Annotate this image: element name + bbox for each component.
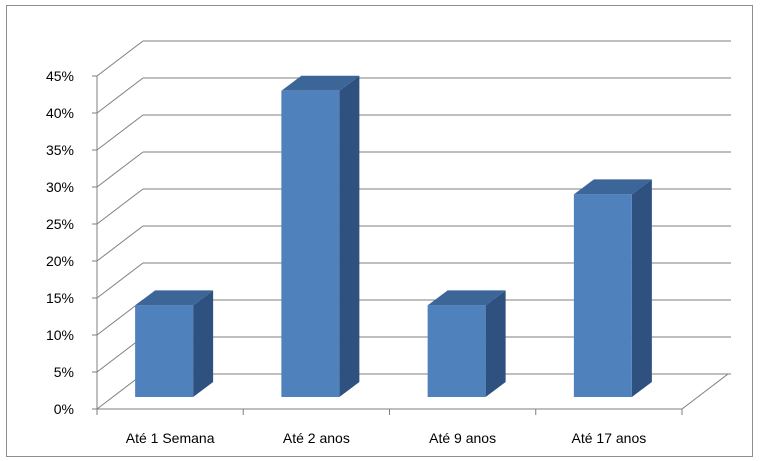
y-tick-label: 25% (46, 216, 74, 232)
bar-side (339, 75, 360, 398)
gridline-diagonal (96, 262, 144, 299)
y-tick-label: 5% (54, 364, 74, 380)
x-tick-label: Até 9 anos (429, 430, 496, 446)
y-tick-label: 30% (46, 179, 74, 195)
bar-top (281, 75, 360, 91)
gridline-diagonal (96, 40, 144, 77)
y-tick-label: 10% (46, 327, 74, 343)
x-tick-label: Até 17 anos (572, 430, 647, 446)
floor-right-edge (681, 373, 729, 410)
bar (427, 305, 486, 397)
bar-side (193, 290, 214, 397)
bar-side (631, 179, 652, 397)
bar (135, 305, 194, 397)
bar-top (573, 179, 652, 195)
bar (281, 90, 340, 398)
x-tick-label: Até 1 Semana (126, 430, 215, 446)
bar-top (427, 290, 506, 306)
y-tick-label: 35% (46, 142, 74, 158)
y-tick-label: 20% (46, 253, 74, 269)
bar (573, 194, 632, 397)
y-tick-label: 45% (46, 68, 74, 84)
gridline-diagonal (96, 188, 144, 225)
y-tick-label: 0% (54, 401, 74, 417)
bar-top (135, 290, 214, 306)
gridline-diagonal (96, 114, 144, 151)
gridline-diagonal (96, 77, 144, 114)
gridline-diagonal (96, 151, 144, 188)
bar-side (485, 290, 506, 397)
y-tick-label: 40% (46, 105, 74, 121)
y-tick-label: 15% (46, 290, 74, 306)
gridline-diagonal (96, 225, 144, 262)
x-tick-label: Até 2 anos (283, 430, 350, 446)
